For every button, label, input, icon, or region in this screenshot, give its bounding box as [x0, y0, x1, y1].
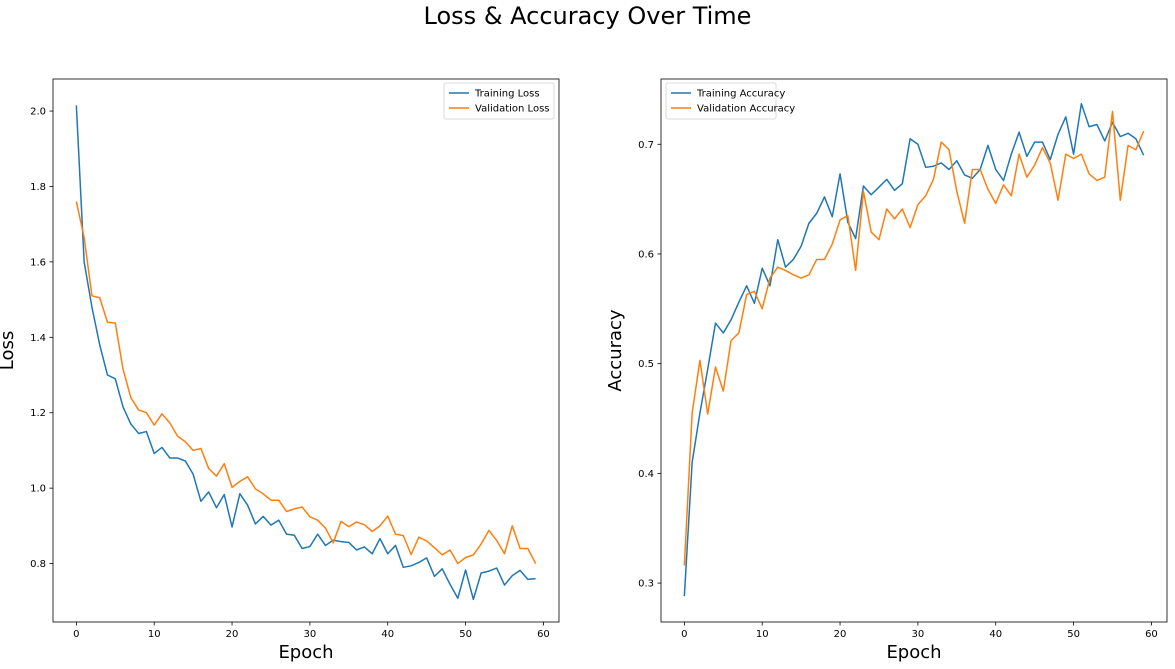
loss-x-tick-label: 0 [73, 629, 79, 640]
loss-y-tick-label: 1.0 [30, 484, 46, 495]
accuracy-x-tick-label: 0 [681, 629, 687, 640]
loss-y-tick-label: 1.2 [30, 408, 46, 419]
accuracy-plot-frame [660, 78, 1168, 623]
accuracy-legend-label-2: Validation Accuracy [697, 104, 795, 115]
loss-y-tick-label: 2.0 [30, 107, 46, 118]
accuracy-x-tick-label: 40 [989, 629, 1002, 640]
loss-y-tick-label: 1.4 [30, 333, 46, 344]
accuracy-legend: Training Accuracy Validation Accuracy [665, 82, 795, 120]
accuracy-y-tick-label: 0.3 [638, 579, 654, 590]
accuracy-chart-panel: 0 10 20 30 40 50 60 0.3 0.4 0.5 0.6 0.7 Epoch Accurac… [605, 78, 1168, 663]
loss-x-tick-label: 40 [381, 629, 394, 640]
accuracy-series-line-2 [683, 110, 1145, 566]
accuracy-legend-label-1: Training Accuracy [696, 89, 785, 100]
loss-x-tick-label: 10 [148, 629, 161, 640]
loss-series-line-1 [75, 105, 536, 601]
loss-x-axis-label: Epoch [278, 642, 333, 663]
figure-title: Loss & Accuracy Over Time [423, 2, 752, 30]
loss-y-tick-label: 1.6 [30, 257, 46, 268]
loss-legend: Training Loss Validation Loss [443, 82, 555, 120]
accuracy-y-tick-label: 0.4 [638, 469, 654, 480]
accuracy-y-tick-label: 0.6 [638, 249, 654, 260]
loss-y-axis-label: Loss [0, 331, 18, 370]
accuracy-y-axis-label: Accuracy [605, 309, 626, 392]
loss-chart-panel: 0 10 20 30 40 50 60 0.8 1.0 1.2 1.4 1.6 1.8 2.0 Epoch L… [0, 78, 560, 663]
accuracy-x-axis-label: Epoch [886, 642, 941, 663]
accuracy-x-tick-label: 60 [1145, 629, 1158, 640]
loss-legend-label-1: Training Loss [474, 89, 540, 100]
accuracy-y-tick-label: 0.7 [638, 140, 654, 151]
loss-x-tick-label: 20 [226, 629, 239, 640]
loss-x-tick-label: 50 [459, 629, 472, 640]
loss-y-tick-label: 0.8 [30, 559, 46, 570]
accuracy-x-tick-label: 50 [1067, 629, 1080, 640]
loss-x-tick-label: 60 [537, 629, 550, 640]
accuracy-x-tick-label: 30 [912, 629, 925, 640]
accuracy-y-tick-label: 0.5 [638, 359, 654, 370]
loss-legend-label-2: Validation Loss [475, 104, 550, 115]
accuracy-x-tick-label: 20 [834, 629, 847, 640]
accuracy-legend-box [665, 82, 777, 120]
loss-legend-box [443, 82, 555, 120]
accuracy-series-line-1 [683, 102, 1145, 597]
loss-series-line-2 [75, 201, 537, 565]
loss-plot-frame [52, 78, 560, 623]
accuracy-x-tick-label: 10 [756, 629, 769, 640]
loss-y-tick-label: 1.8 [30, 182, 46, 193]
loss-x-tick-label: 30 [304, 629, 317, 640]
